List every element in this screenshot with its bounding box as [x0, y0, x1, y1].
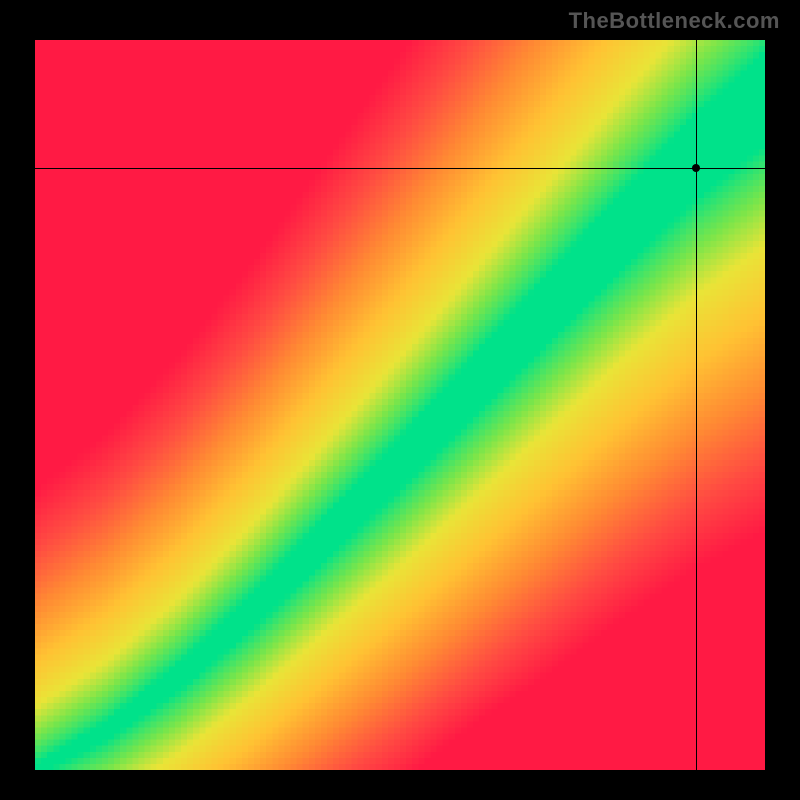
watermark-text: TheBottleneck.com: [569, 8, 780, 34]
crosshair-horizontal: [35, 168, 765, 169]
heatmap-plot: [35, 40, 765, 770]
crosshair-marker-dot: [692, 164, 700, 172]
crosshair-vertical: [696, 40, 697, 770]
heatmap-canvas: [35, 40, 765, 770]
